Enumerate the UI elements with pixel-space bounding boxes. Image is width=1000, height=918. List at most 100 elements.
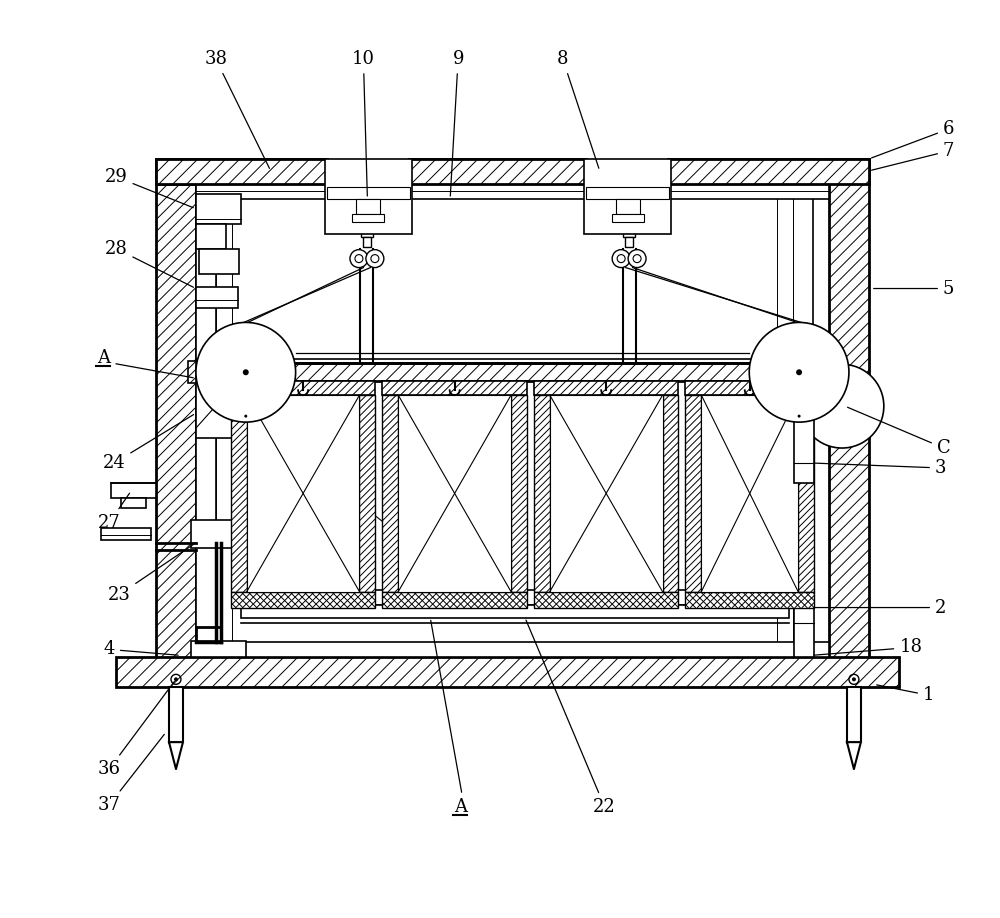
Bar — [829, 362, 837, 383]
Bar — [196, 364, 829, 381]
Bar — [625, 237, 633, 247]
Text: 5: 5 — [874, 279, 954, 297]
Bar — [359, 395, 375, 591]
Bar — [231, 591, 375, 608]
Bar — [121, 498, 146, 508]
Circle shape — [800, 364, 884, 448]
Bar — [156, 159, 869, 184]
Text: A: A — [97, 350, 110, 367]
Bar — [408, 159, 588, 184]
Bar — [327, 187, 410, 199]
Circle shape — [350, 250, 368, 267]
Bar — [685, 381, 814, 395]
Circle shape — [355, 254, 363, 263]
Bar — [794, 548, 814, 657]
Bar — [191, 642, 246, 657]
Bar — [663, 395, 678, 591]
Circle shape — [798, 415, 801, 418]
Circle shape — [244, 415, 247, 418]
Bar — [610, 199, 649, 207]
Bar — [829, 159, 869, 663]
Circle shape — [749, 322, 849, 422]
Text: 10: 10 — [352, 50, 375, 196]
Bar — [623, 225, 635, 237]
Text: 7: 7 — [872, 142, 954, 170]
Text: 23: 23 — [108, 544, 194, 604]
Text: 8: 8 — [557, 50, 599, 168]
Text: 27: 27 — [98, 493, 130, 532]
Bar — [616, 199, 640, 214]
Circle shape — [852, 677, 856, 681]
Circle shape — [612, 250, 630, 267]
Bar — [191, 520, 246, 548]
Bar — [612, 214, 644, 222]
Bar — [616, 207, 643, 225]
Bar — [534, 381, 678, 395]
Bar — [241, 589, 789, 605]
Bar — [534, 591, 678, 608]
Bar — [550, 395, 663, 591]
Text: 1: 1 — [877, 685, 934, 704]
Bar — [196, 184, 829, 199]
Bar — [188, 362, 196, 383]
Text: 24: 24 — [103, 415, 194, 472]
Text: 18: 18 — [814, 638, 922, 656]
Bar — [199, 249, 239, 274]
Text: 22: 22 — [526, 620, 616, 816]
Bar — [196, 194, 241, 224]
Polygon shape — [169, 742, 183, 769]
Polygon shape — [847, 742, 861, 769]
Bar — [231, 381, 375, 395]
Circle shape — [633, 254, 641, 263]
Bar — [847, 688, 861, 742]
Bar — [196, 184, 216, 663]
Text: A: A — [454, 798, 467, 816]
Bar — [156, 159, 329, 184]
Bar — [701, 395, 798, 591]
Text: 3: 3 — [814, 459, 946, 477]
Bar — [685, 395, 701, 591]
Bar — [325, 159, 412, 234]
Text: 37: 37 — [98, 734, 164, 814]
Bar — [584, 159, 671, 234]
Text: 4: 4 — [103, 641, 178, 658]
Circle shape — [628, 250, 646, 267]
Bar — [777, 159, 793, 663]
Bar — [231, 395, 247, 591]
Text: 36: 36 — [98, 681, 174, 778]
Bar — [216, 184, 232, 663]
Text: 6: 6 — [871, 120, 954, 158]
Bar — [685, 591, 814, 608]
Circle shape — [174, 677, 178, 681]
Bar — [382, 591, 527, 608]
Bar — [353, 207, 380, 225]
Bar — [667, 159, 869, 184]
Text: 9: 9 — [450, 50, 464, 196]
Bar — [588, 157, 667, 184]
Bar — [116, 657, 899, 688]
Circle shape — [196, 322, 296, 422]
Bar — [196, 286, 238, 308]
Bar — [196, 643, 829, 657]
Bar — [798, 395, 814, 591]
Bar — [169, 688, 183, 742]
Bar — [241, 605, 789, 618]
Bar — [361, 225, 373, 237]
Text: C: C — [848, 408, 951, 457]
Bar — [382, 381, 527, 395]
Bar — [363, 237, 371, 247]
Circle shape — [796, 369, 802, 375]
Bar — [356, 199, 380, 214]
Bar — [534, 395, 550, 591]
Bar — [247, 395, 359, 591]
Bar — [398, 395, 511, 591]
Bar — [382, 395, 398, 591]
Bar — [101, 528, 151, 540]
Bar — [329, 157, 408, 184]
Text: 28: 28 — [105, 240, 193, 287]
Bar — [111, 483, 156, 498]
Bar — [156, 184, 196, 663]
Bar — [196, 381, 238, 438]
Circle shape — [617, 254, 625, 263]
Circle shape — [371, 254, 379, 263]
